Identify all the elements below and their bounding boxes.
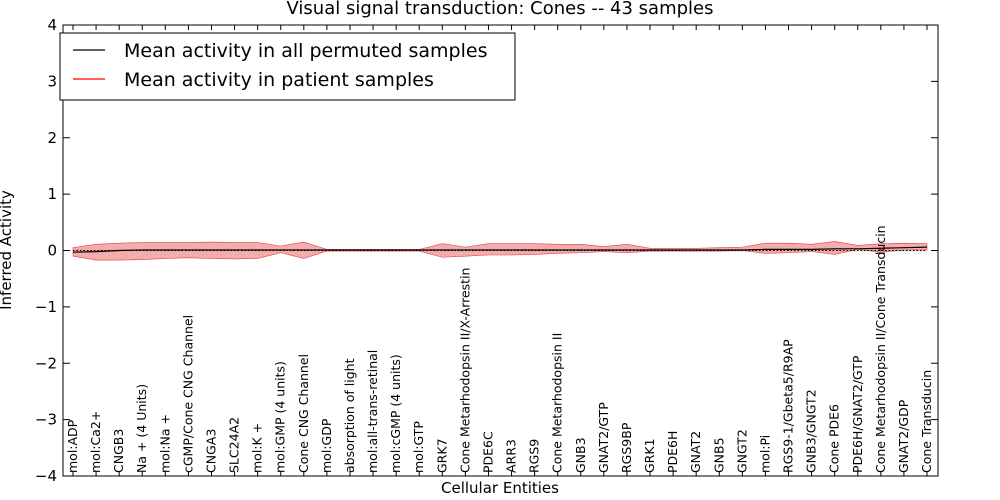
category-label: mol:Na +: [157, 414, 172, 473]
y-tick-label: −4: [35, 467, 57, 485]
category-label: GNAT2: [688, 431, 703, 473]
category-label: mol:Pi: [757, 435, 772, 473]
category-label: GNAT2/GDP: [896, 399, 911, 473]
y-axis-label: Inferred Activity: [0, 190, 15, 310]
category-label: PDE6H: [665, 431, 680, 473]
category-labels: mol:ADP mol:Ca2+ CNGB3 Na + (4 Units) mol:Na…: [65, 225, 934, 473]
category-label: GNB3: [573, 437, 588, 473]
y-tick-label: 4: [47, 16, 57, 34]
category-label: RGS9: [527, 439, 542, 473]
category-label: Cone CNG Channel: [296, 354, 311, 473]
y-tick-label: 3: [47, 72, 57, 90]
category-label: cGMP/Cone CNG Channel: [180, 315, 195, 473]
category-label: Cone Metarhodopsin II/Cone Transducin: [873, 225, 888, 473]
y-tick-label: −2: [35, 354, 57, 372]
category-label: Cone Metarhodopsin II: [550, 333, 565, 473]
category-label: CNGA3: [203, 429, 218, 473]
category-label: mol:all-trans-retinal: [365, 350, 380, 473]
series-patient-mean-line: [72, 246, 928, 253]
category-label: ARR3: [504, 439, 519, 473]
y-tick-label: −3: [35, 411, 57, 429]
series-layer: [72, 246, 928, 253]
legend: Mean activity in all permuted samples Me…: [59, 32, 516, 101]
category-label: mol:GDP: [319, 418, 334, 473]
category-label: Cone Transducin: [919, 370, 934, 473]
category-label: PDE6H/GNAT2/GTP: [850, 355, 865, 473]
y-tick-label: −1: [35, 298, 57, 316]
category-label: PDE6C: [480, 431, 495, 473]
legend-label-permuted: Mean activity in all permuted samples: [124, 40, 487, 62]
category-label: GNB5: [711, 437, 726, 473]
category-label: Na + (4 Units): [134, 384, 149, 473]
category-label: mol:GMP (4 units): [273, 361, 288, 473]
legend-box: [59, 32, 516, 101]
category-label: GRK7: [434, 438, 449, 473]
category-label: mol:Ca2+: [88, 411, 103, 473]
category-label: RGS9BP: [619, 422, 634, 473]
category-label: mol:GTP: [411, 421, 426, 473]
category-label: Cone PDE6: [827, 404, 842, 473]
category-label: GNAT2/GTP: [596, 402, 611, 473]
category-label: GNB3/GNGT2: [804, 389, 819, 473]
y-tick-label: 2: [47, 129, 57, 147]
category-label: mol:ADP: [65, 419, 80, 473]
legend-label-patient: Mean activity in patient samples: [124, 69, 434, 91]
category-label: RGS9-1/Gbeta5/R9AP: [781, 339, 796, 473]
y-tick-label: 0: [47, 242, 57, 260]
category-label: SLC24A2: [227, 417, 242, 473]
x-axis-label: Cellular Entities: [441, 479, 559, 497]
category-label: GRK1: [642, 438, 657, 473]
chart-title: Visual signal transduction: Cones -- 43 …: [286, 0, 713, 19]
x-axis-ticks: [72, 25, 928, 476]
category-label: mol:K +: [250, 423, 265, 473]
y-tick-label: 1: [47, 185, 57, 203]
category-label: Cone Metarhodopsin II/X-Arrestin: [457, 268, 472, 473]
y-axis-ticks: −4 −3 −2 −1 0 1 2 3 4: [35, 16, 938, 485]
category-label: CNGB3: [111, 429, 126, 473]
category-label: GNGT2: [734, 429, 749, 473]
category-label: mol:cGMP (4 units): [388, 354, 403, 473]
category-label: absorption of light: [342, 358, 357, 473]
